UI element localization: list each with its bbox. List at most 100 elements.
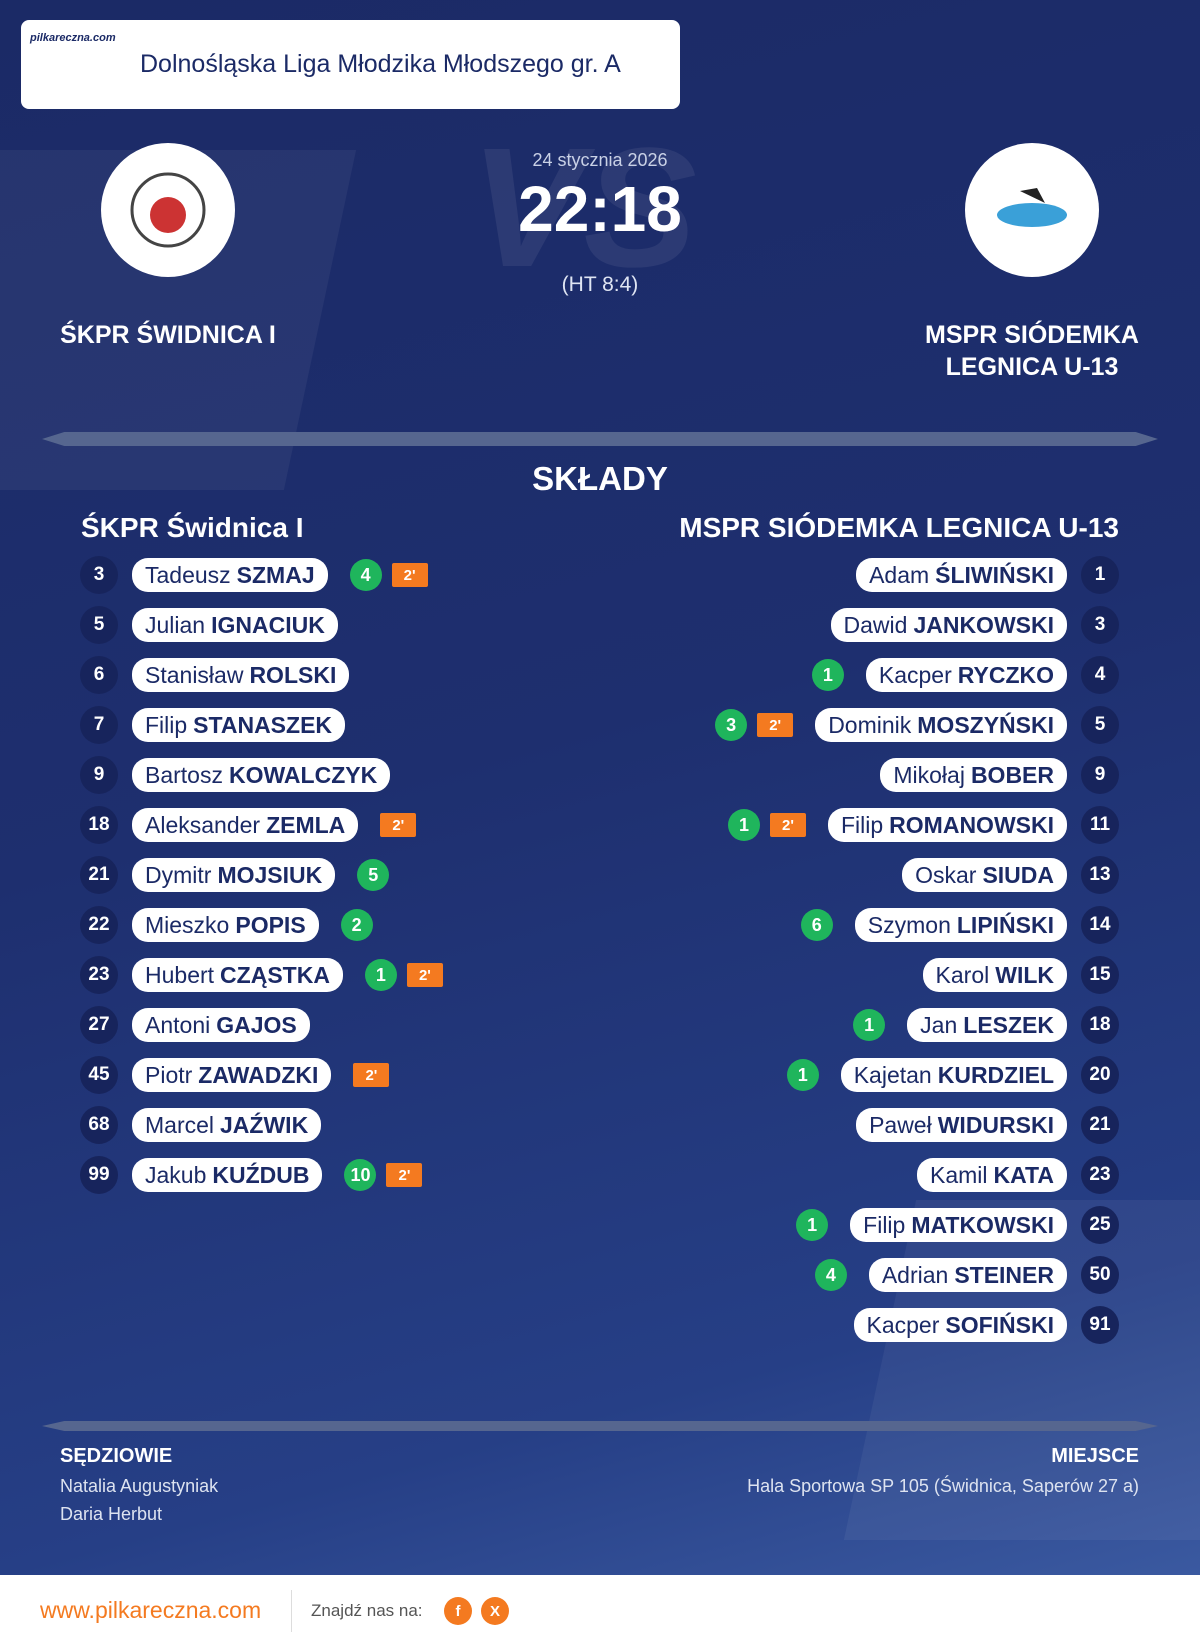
player-stats: 1 2' [728, 809, 806, 841]
divider [42, 1421, 1158, 1431]
first-name: Kacper [866, 1311, 940, 1338]
player-row: 13 Oskar SIUDA [902, 856, 1119, 894]
last-name: WIDURSKI [937, 1111, 1054, 1138]
player-number: 7 [80, 706, 118, 744]
penalty: 2' [353, 1063, 390, 1087]
first-name: Kacper [878, 661, 952, 688]
site-logo: pilkareczna.com [30, 32, 116, 44]
player-number: 68 [80, 1106, 118, 1144]
player-name: Karol WILK [922, 958, 1067, 992]
first-name: Adam [869, 561, 930, 588]
first-name: Dominik [828, 711, 912, 738]
player-row: 3 Tadeusz SZMAJ 4 2' [80, 556, 436, 594]
first-name: Oskar [915, 861, 977, 888]
goals: 1 [853, 1009, 886, 1041]
divider [42, 432, 1158, 446]
player-name: Kacper SOFIŃSKI [853, 1308, 1067, 1342]
player-name: Paweł WIDURSKI [856, 1108, 1067, 1142]
separator [291, 1590, 292, 1632]
player-stats: 4 2' [349, 559, 428, 591]
site-link[interactable]: www.pilkareczna.com [40, 1597, 262, 1623]
last-name: STEINER [954, 1261, 1054, 1288]
player-stats: 10 2' [344, 1159, 423, 1191]
player-number: 45 [80, 1056, 118, 1094]
first-name: Jan [920, 1011, 958, 1038]
last-name: SOFIŃSKI [945, 1311, 1054, 1338]
player-name: Adrian STEINER [868, 1258, 1067, 1292]
last-name: SZMAJ [236, 561, 315, 588]
player-number: 21 [1081, 1106, 1119, 1144]
player-number: 15 [1081, 956, 1119, 994]
player-row: 9 Mikołaj BOBER [880, 756, 1119, 794]
first-name: Marcel [145, 1111, 215, 1138]
first-name: Szymon [867, 911, 951, 938]
player-number: 91 [1081, 1306, 1119, 1344]
player-row: 11 Filip ROMANOWSKI 1 2' [720, 806, 1119, 844]
player-stats: 2' [353, 1063, 390, 1087]
player-row: 3 Dawid JANKOWSKI [830, 606, 1119, 644]
player-number: 25 [1081, 1206, 1119, 1244]
goals: 1 [728, 809, 760, 841]
player-stats: 1 [786, 1059, 819, 1091]
last-name: GAJOS [216, 1011, 297, 1038]
away-team: MSPR SIÓDEMKA LEGNICA U-13 [925, 321, 1139, 381]
player-name: Piotr ZAWADZKI [132, 1058, 332, 1092]
player-name: Filip ROMANOWSKI [828, 808, 1067, 842]
player-number: 50 [1081, 1256, 1119, 1294]
first-name: Bartosz [145, 761, 223, 788]
player-name: Filip STANASZEK [132, 708, 346, 742]
player-name: Bartosz KOWALCZYK [132, 758, 391, 792]
last-name: POPIS [235, 911, 306, 938]
player-row: 5 Julian IGNACIUK [80, 606, 338, 644]
player-name: Marcel JAŹWIK [132, 1108, 322, 1142]
player-row: 50 Adrian STEINER 4 [807, 1256, 1119, 1294]
player-row: 6 Stanisław ROLSKI [80, 656, 350, 694]
player-row: 1 Adam ŚLIWIŃSKI [856, 556, 1119, 594]
first-name: Stanisław [145, 661, 244, 688]
player-name: Antoni GAJOS [132, 1008, 310, 1042]
last-name: MOSZYŃSKI [917, 711, 1054, 738]
player-name: Jan LESZEK [907, 1008, 1067, 1042]
goals: 6 [800, 909, 833, 941]
penalty: 2' [770, 813, 806, 837]
section-title: SKŁADY [532, 460, 668, 497]
vs-watermark: VS [470, 113, 697, 303]
player-name: Kajetan KURDZIEL [840, 1058, 1067, 1092]
league-card [21, 20, 680, 109]
player-number: 11 [1081, 806, 1119, 844]
player-stats: 1 [796, 1209, 829, 1241]
last-name: BOBER [970, 761, 1054, 788]
match-date: 24 stycznia 2026 [532, 150, 668, 170]
player-row: 20 Kajetan KURDZIEL 1 [779, 1056, 1119, 1094]
player-row: 7 Filip STANASZEK [80, 706, 346, 744]
player-name: Oskar SIUDA [902, 858, 1067, 892]
player-name: Jakub KUŹDUB [132, 1158, 323, 1192]
away-lineup-title: MSPR SIÓDEMKA LEGNICA U-13 [679, 512, 1119, 543]
player-number: 3 [1081, 606, 1119, 644]
first-name: Filip [841, 811, 884, 838]
goals: 4 [349, 559, 382, 591]
first-name: Aleksander [145, 811, 261, 838]
x-link[interactable]: X [481, 1597, 509, 1625]
player-number: 5 [1081, 706, 1119, 744]
player-number: 23 [1081, 1156, 1119, 1194]
player-number: 13 [1081, 856, 1119, 894]
first-name: Piotr [145, 1061, 193, 1088]
facebook-link[interactable]: f [444, 1597, 472, 1625]
last-name: JANKOWSKI [913, 611, 1054, 638]
officials-title: SĘDZIOWIE [60, 1445, 173, 1467]
player-number: 20 [1081, 1056, 1119, 1094]
penalty: 2' [386, 1163, 423, 1187]
player-row: 45 Piotr ZAWADZKI 2' [80, 1056, 397, 1094]
player-stats: 2' [380, 813, 417, 837]
last-name: KOWALCZYK [228, 761, 378, 788]
last-name: RYCZKO [957, 661, 1054, 688]
last-name: ROMANOWSKI [889, 811, 1054, 838]
player-number: 99 [80, 1156, 118, 1194]
player-row: 68 Marcel JAŹWIK [80, 1106, 322, 1144]
player-number: 23 [80, 956, 118, 994]
player-row: 23 Hubert CZĄSTKA 1 2' [80, 956, 451, 994]
player-number: 4 [1081, 656, 1119, 694]
player-number: 18 [80, 806, 118, 844]
